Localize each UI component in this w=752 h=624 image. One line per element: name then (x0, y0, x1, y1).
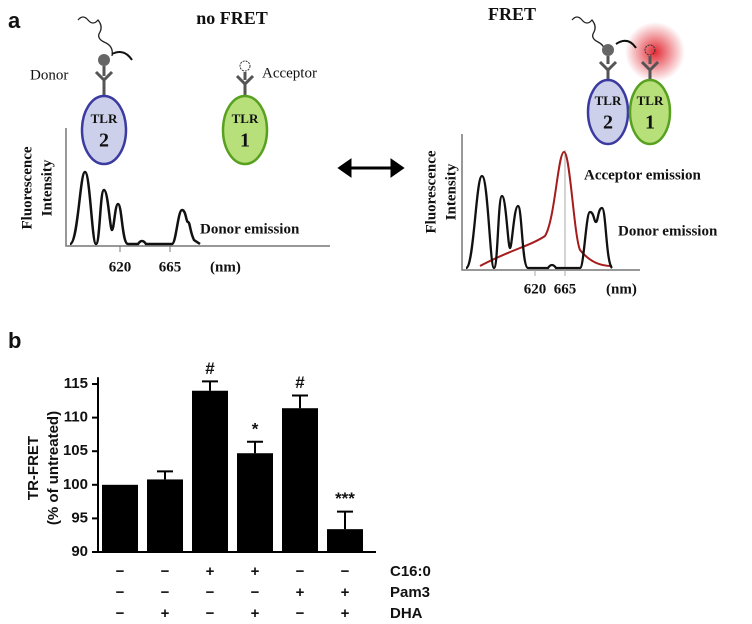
emission-label: Donor emission (618, 223, 718, 239)
axes (461, 134, 640, 271)
treatment-name: DHA (390, 605, 423, 622)
tlr-number: 2 (603, 112, 613, 134)
treatment-sign: − (296, 563, 305, 580)
error-bar (292, 394, 308, 409)
bar (102, 484, 138, 552)
treatment-sign: − (341, 563, 350, 580)
donor-dye (602, 44, 614, 56)
donor-dye (98, 54, 110, 66)
treatment-sign: + (206, 563, 215, 580)
tlr-label: TLR (595, 93, 622, 108)
acceptor-dye (644, 44, 656, 56)
y-axis-label: Intensity (443, 163, 459, 220)
antibody (94, 66, 114, 96)
treatment-sign: − (296, 605, 305, 622)
y-axis-label: Fluorescence (423, 150, 439, 233)
arrow (615, 39, 637, 49)
tlr-number: 1 (645, 112, 655, 134)
panel-label: b (8, 328, 21, 353)
treatment-sign: − (116, 563, 125, 580)
title: no FRET (196, 8, 268, 28)
spectrum (68, 170, 201, 246)
bar (282, 408, 318, 552)
treatment-sign: − (206, 605, 215, 622)
tlr-label: TLR (232, 111, 259, 126)
treatment-sign: + (161, 605, 170, 622)
donor-spectrum (464, 174, 614, 270)
annotation: # (205, 359, 215, 378)
y-tick-label: 90 (71, 543, 88, 560)
tick-label: 620 (524, 281, 547, 297)
tlr-number: 1 (240, 130, 250, 152)
y-tick-label: 115 (64, 375, 88, 392)
y-tick-label: 100 (63, 476, 88, 493)
tick-label: 665 (554, 281, 577, 297)
tick (534, 150, 566, 276)
panel-label: a (8, 8, 21, 33)
error-bar (247, 440, 263, 454)
panel-a: a no FRET Donor TLR 2 Acceptor TLR 1 Flu… (8, 4, 718, 297)
error-bar (337, 510, 353, 530)
treatment-sign: − (161, 563, 170, 580)
annotation: *** (335, 489, 355, 508)
tlr1 (221, 94, 269, 166)
bar (192, 390, 228, 552)
tlr1 (628, 78, 672, 146)
treatment-sign: + (341, 584, 350, 601)
treatment-sign: − (206, 584, 215, 601)
donor-label: Donor (30, 67, 68, 83)
tlr2 (80, 94, 128, 166)
tick-label: 620 (109, 259, 132, 275)
acceptor-label: Acceptor (262, 65, 317, 81)
treatment-sign: − (161, 584, 170, 601)
y-axis-label: (% of untreated) (45, 411, 62, 525)
tlr-number: 2 (99, 130, 109, 152)
treatment-sign: + (251, 563, 260, 580)
error-bar (157, 470, 173, 480)
y-axis-label: Fluorescence (19, 146, 35, 229)
panel-b: b TR-FRET (% of untreated) 90 95 100 105 110… (8, 328, 431, 622)
treatment-sign: + (296, 584, 305, 601)
treatment-sign: − (251, 584, 260, 601)
treatment-sign: + (341, 605, 350, 622)
y-tick-label: 95 (71, 509, 88, 526)
emission-label: Donor emission (200, 221, 300, 237)
tlr2 (586, 78, 630, 146)
annotation: * (252, 419, 259, 438)
treatment-sign: − (116, 584, 125, 601)
emission-label: Acceptor emission (584, 167, 701, 183)
bar (237, 453, 273, 552)
treatment-name: C16:0 (390, 563, 431, 580)
treatment-sign: + (251, 605, 260, 622)
y-axis-label: TR-FRET (25, 436, 42, 500)
photon (77, 16, 113, 57)
treatment-name: Pam3 (390, 584, 430, 601)
tlr-label: TLR (637, 93, 664, 108)
acceptor-dye (239, 60, 251, 72)
acceptor-spectrum (479, 150, 613, 267)
error-bar (202, 380, 218, 391)
tick-label: 665 (159, 259, 182, 275)
axes (65, 128, 330, 247)
bar (147, 479, 183, 552)
tlr-label: TLR (91, 111, 118, 126)
antibody (598, 56, 660, 80)
double-arrow (337, 158, 405, 178)
title: FRET (488, 4, 536, 24)
bar (327, 529, 363, 552)
unit-label: (nm) (210, 259, 241, 275)
arrow (111, 51, 133, 61)
photon (571, 16, 606, 55)
y-axis-label: Intensity (39, 159, 55, 216)
y-tick-label: 105 (63, 442, 88, 459)
annotation: # (295, 373, 305, 392)
treatment-sign: − (116, 605, 125, 622)
tick (119, 246, 171, 252)
unit-label: (nm) (606, 281, 637, 297)
y-tick-label: 110 (64, 409, 88, 426)
antibody (235, 72, 255, 96)
